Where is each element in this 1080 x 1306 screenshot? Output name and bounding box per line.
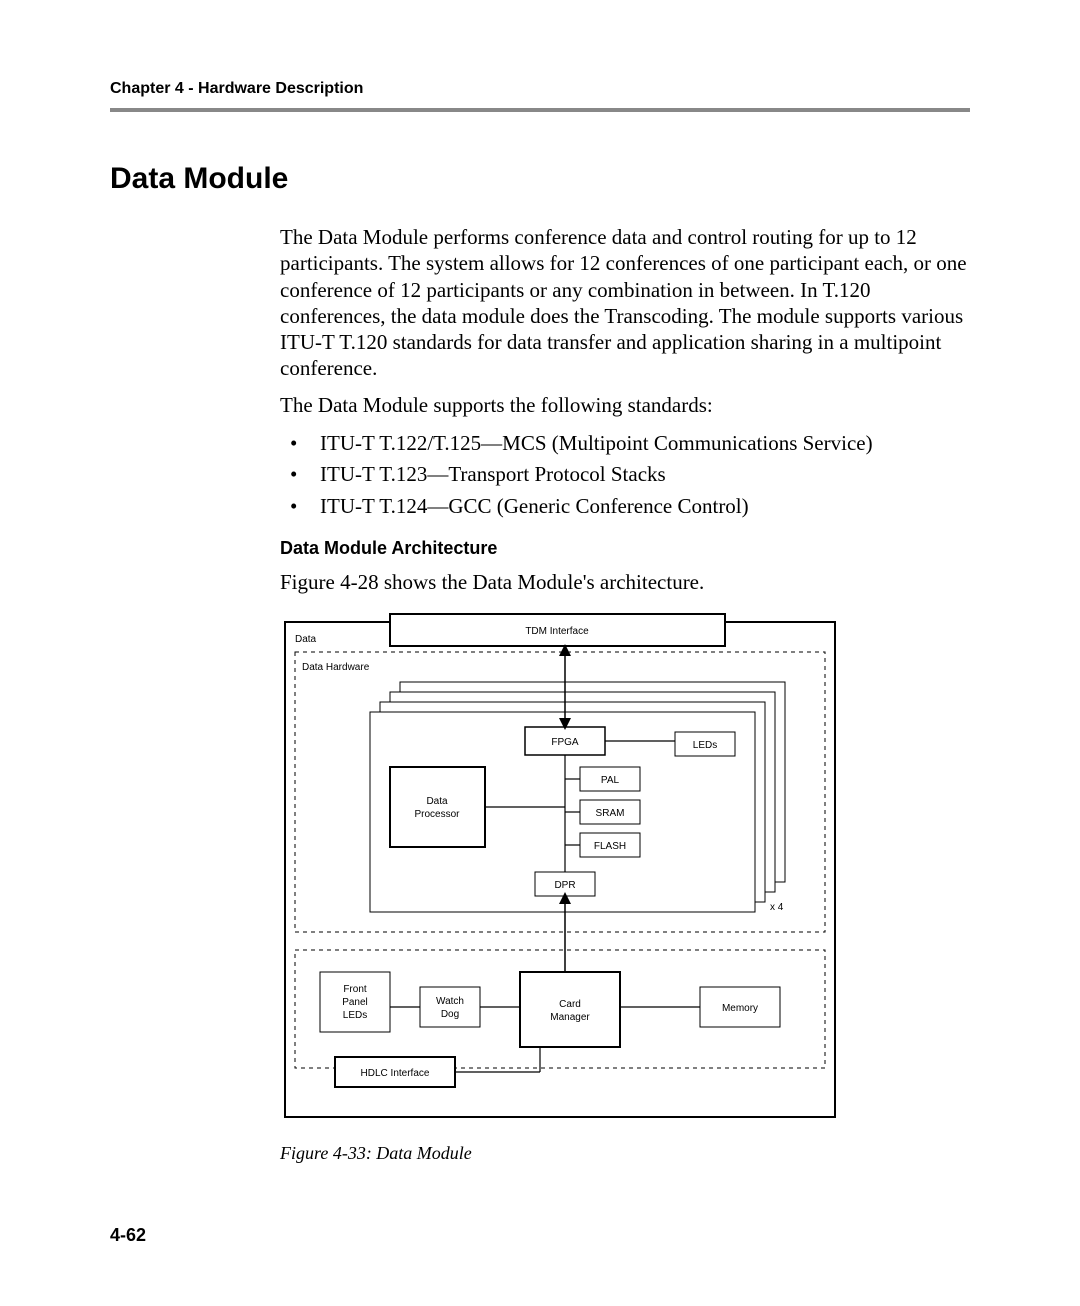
label-dpr: DPR (554, 880, 575, 891)
label-watch-1: Watch (436, 996, 464, 1007)
paragraph-arch: Figure 4-28 shows the Data Module's arch… (280, 569, 970, 595)
label-data: Data (295, 634, 317, 645)
label-fpga: FPGA (551, 737, 579, 748)
diagram-container: Data Data Hardware TDM Interface x 4 Dat… (280, 612, 970, 1127)
label-card-2: Manager (550, 1012, 590, 1023)
header-rule (110, 108, 970, 112)
label-flash: FLASH (594, 841, 626, 852)
standards-list: ITU-T T.122/T.125—MCS (Multipoint Commun… (280, 428, 970, 523)
label-pal: PAL (601, 775, 620, 786)
list-item: ITU-T T.122/T.125—MCS (Multipoint Commun… (280, 428, 970, 460)
list-item: ITU-T T.123—Transport Protocol Stacks (280, 459, 970, 491)
label-watch-2: Dog (441, 1009, 459, 1020)
label-card-1: Card (559, 999, 581, 1010)
label-leds: LEDs (693, 740, 717, 751)
label-data-hardware: Data Hardware (302, 662, 370, 673)
label-x4: x 4 (770, 902, 784, 913)
label-memory: Memory (722, 1003, 758, 1014)
label-front-1: Front (343, 984, 367, 995)
label-hdlc: HDLC Interface (361, 1068, 430, 1079)
chapter-header: Chapter 4 - Hardware Description (110, 80, 970, 98)
list-item: ITU-T T.124—GCC (Generic Conference Cont… (280, 491, 970, 523)
data-module-diagram: Data Data Hardware TDM Interface x 4 Dat… (280, 612, 840, 1122)
paragraph-standards-lead: The Data Module supports the following s… (280, 392, 970, 418)
label-front-3: LEDs (343, 1010, 367, 1021)
label-data-proc-2: Processor (414, 809, 460, 820)
paragraph-intro: The Data Module performs conference data… (280, 224, 970, 382)
figure-caption: Figure 4-33: Data Module (280, 1143, 970, 1164)
page-number: 4-62 (110, 1225, 146, 1246)
sub-heading: Data Module Architecture (280, 538, 970, 559)
label-sram: SRAM (596, 808, 625, 819)
label-data-proc-1: Data (426, 796, 448, 807)
section-title: Data Module (110, 162, 970, 196)
label-tdm: TDM Interface (525, 626, 589, 637)
label-front-2: Panel (342, 997, 368, 1008)
